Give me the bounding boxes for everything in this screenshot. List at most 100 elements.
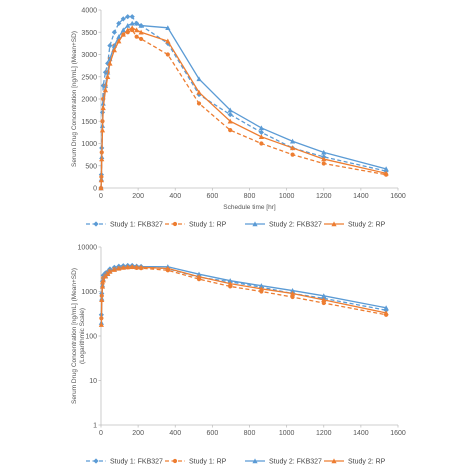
data-point (107, 269, 113, 274)
data-point (196, 76, 202, 82)
y-tick-label: 2500 (81, 74, 97, 81)
data-point (383, 166, 389, 172)
legend-marker (252, 221, 258, 227)
data-point (228, 128, 233, 133)
data-point (111, 47, 117, 53)
data-point (321, 156, 327, 162)
data-point (120, 16, 126, 22)
legend-item: Study 2: RP (324, 221, 386, 229)
series-1 (98, 262, 389, 318)
data-point (99, 283, 106, 289)
data-point (383, 305, 389, 311)
data-point (227, 107, 233, 113)
data-point (129, 20, 135, 26)
y-tick-label: 10000 (78, 245, 98, 252)
x-tick-label: 0 (99, 430, 103, 437)
x-tick-label: 800 (244, 193, 256, 200)
series-line (100, 29, 387, 189)
legend-marker (252, 458, 258, 464)
data-point (129, 25, 135, 31)
data-point (116, 34, 122, 39)
data-point (107, 43, 113, 49)
y-tick-label: 500 (85, 163, 97, 170)
legend-marker (331, 221, 337, 227)
x-tick-label: 1400 (353, 430, 369, 437)
x-tick-label: 1600 (390, 193, 406, 200)
data-point (165, 25, 171, 31)
data-point (134, 27, 140, 33)
y-tick-label: 3000 (81, 52, 97, 59)
legend-label: Study 1: FKB327 (110, 222, 163, 229)
data-point (321, 149, 327, 155)
x-tick-label: 200 (132, 430, 144, 437)
x-tick-label: 400 (169, 193, 181, 200)
data-point (98, 185, 104, 191)
data-point (99, 297, 105, 303)
series-4 (98, 25, 389, 191)
data-point (129, 14, 135, 20)
y-tick-label: 1000 (81, 141, 97, 148)
y-tick-label: 1500 (81, 119, 97, 126)
data-point (105, 69, 111, 75)
data-point (102, 83, 109, 88)
data-point (120, 27, 126, 33)
x-tick-label: 1400 (353, 193, 369, 200)
series-2 (98, 27, 389, 191)
data-point (125, 22, 131, 28)
data-point (227, 278, 233, 283)
data-point (138, 29, 144, 35)
x-tick-label: 0 (99, 193, 103, 200)
data-point (227, 281, 233, 286)
legend-item: Study 1: RP (165, 222, 227, 229)
data-point (120, 264, 126, 270)
legend-marker (93, 221, 99, 227)
x-tick-label: 200 (132, 193, 144, 200)
data-point (290, 152, 295, 157)
data-point (258, 129, 264, 135)
series-line (100, 266, 387, 319)
legend-item: Study 2: FKB327 (245, 458, 322, 466)
legend-marker (172, 458, 178, 464)
y-tick-label: 3500 (81, 30, 97, 37)
data-point (165, 52, 170, 57)
data-point (134, 20, 140, 26)
log-scale-chart: 0 200 400 600 800 1000 1200 1400 1600 1 10 100 1000 1… (71, 245, 406, 466)
x-tick-label: 1000 (279, 430, 295, 437)
y-tick-label: 100 (85, 334, 97, 341)
data-point (289, 287, 296, 293)
data-point (111, 267, 117, 272)
y-tick-label: 0 (93, 186, 97, 193)
data-point (107, 60, 113, 66)
data-point (100, 105, 106, 111)
series-3 (98, 263, 389, 325)
y-axis-title: Serum Drug Concentration [ng/mL] (Mean+S… (71, 31, 78, 167)
linear-scale-chart: 0 200 400 600 800 1000 1200 1400 1600 0 500 1000 150… (71, 8, 406, 229)
legend-marker (172, 221, 178, 227)
data-point (383, 310, 389, 316)
data-point (98, 177, 104, 183)
data-point (196, 274, 202, 279)
data-point (289, 145, 296, 151)
legend-item: Study 1: FKB327 (86, 458, 163, 466)
x-axis-title: Schedule time [hr] (223, 204, 276, 211)
data-point (258, 283, 264, 288)
data-point (290, 294, 295, 300)
x-tick-label: 1200 (316, 193, 332, 200)
data-point (134, 264, 140, 270)
y-axis-title-scale-note: (Logarithmic Scale) (79, 308, 86, 364)
data-point (125, 27, 131, 33)
legend-marker (331, 458, 337, 464)
data-point (134, 34, 139, 39)
data-point (129, 264, 135, 269)
data-point (196, 101, 202, 106)
legend-item: Study 2: FKB327 (245, 221, 322, 229)
legend-item: Study 1: RP (165, 459, 227, 466)
data-point (138, 36, 144, 42)
data-point (165, 265, 171, 271)
data-point (99, 127, 106, 133)
data-point (99, 156, 105, 162)
x-tick-label: 400 (169, 430, 181, 437)
x-tick-label: 1600 (390, 430, 406, 437)
data-point (196, 89, 202, 95)
data-point (289, 138, 296, 144)
